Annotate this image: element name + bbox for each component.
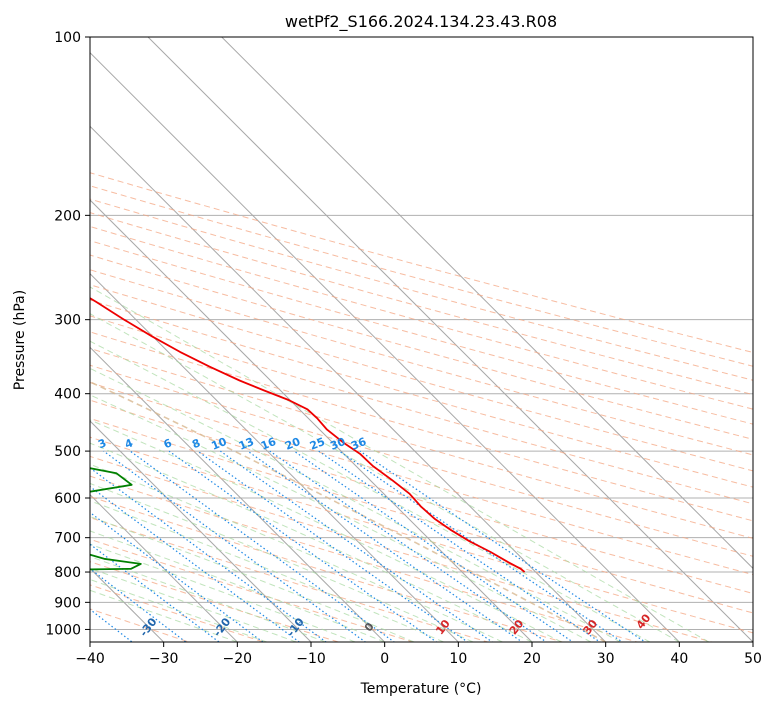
mixing-ratio-line: [90, 511, 264, 642]
series-layer: [90, 297, 526, 573]
moist-adiabat: [90, 543, 356, 642]
moist-adiabat: [90, 380, 607, 642]
mixing-ratio-line: [90, 485, 301, 642]
mixing-ratio-line: [247, 450, 524, 642]
x-tick-label: 0: [380, 651, 389, 667]
moist-adiabat: [90, 419, 562, 642]
dry-adiabat: [90, 475, 639, 642]
dry-adiabat: [90, 225, 753, 410]
moist-adiabat: [90, 340, 651, 642]
mixing-ratio-line: [90, 543, 220, 642]
dry-adiabat: [90, 331, 753, 522]
isotherm-line: [220, 37, 753, 570]
isotherm-line: [90, 272, 460, 642]
mixing-ratio-line: [318, 450, 601, 642]
temperature-line: [90, 297, 526, 573]
mixing-ratio-line: [168, 450, 438, 642]
moist-adiabat: [90, 286, 710, 642]
y-tick-label: 900: [54, 595, 81, 611]
x-tick-label: 50: [744, 651, 762, 667]
isotherm-line: [90, 125, 607, 642]
y-tick-label: 600: [54, 491, 81, 507]
mixing-ratio-label: 30: [328, 435, 347, 453]
moist-adiabat: [90, 367, 621, 642]
isotherm-line: [90, 346, 386, 642]
mixing-ratio-line: [220, 450, 494, 642]
plot-frame: [89, 36, 754, 643]
mixing-ratio-label: 13: [237, 435, 256, 453]
mixing-ratio-label: 8: [190, 436, 202, 451]
mixing-ratio-label: 36: [349, 435, 368, 453]
dry-adiabat: [90, 455, 714, 642]
mixing-ratio-label: 10: [210, 435, 229, 453]
mixing-ratio-line: [129, 450, 396, 642]
dry-adiabat: [90, 538, 415, 642]
moist-adiabat: [90, 482, 474, 642]
y-tick-label: 800: [54, 565, 81, 581]
isotherm-line: [90, 493, 239, 642]
mixing-ratio-line: [293, 450, 574, 642]
dry-adiabat: [90, 608, 191, 642]
x-tick-label: −20: [223, 651, 253, 667]
mixing-ratio-line: [338, 450, 624, 642]
isotherm-line: [147, 37, 753, 642]
dry-adiabat: [90, 198, 753, 381]
dry-adiabat: [90, 364, 753, 557]
moist-adiabat: [90, 442, 533, 642]
x-tick-label: 30: [597, 651, 615, 667]
y-tick-label: 500: [54, 444, 81, 460]
x-tick-label: −40: [75, 651, 105, 667]
y-tick-label: 300: [54, 313, 81, 329]
y-tick-label: 1000: [45, 622, 81, 638]
isotherm-line: [90, 420, 312, 642]
mixing-ratio-line: [359, 450, 647, 642]
dry-adiabat: [90, 347, 753, 539]
moist-adiabat: [90, 530, 385, 642]
moist-adiabat: [90, 556, 326, 642]
mixing-ratio-label: 16: [259, 435, 278, 453]
x-tick-label: 10: [449, 651, 467, 667]
mixing-ratio-label: 3: [96, 436, 108, 451]
dry-adiabat: [90, 172, 753, 353]
x-tick-label: −30: [149, 651, 179, 667]
dry-adiabat: [90, 436, 753, 634]
y-tick-label: 200: [54, 208, 81, 224]
chart-title: wetPf2_S166.2024.134.23.43.R08: [285, 12, 557, 32]
moist-adiabat: [90, 500, 444, 642]
y-axis-title: Pressure (hPa): [12, 290, 28, 390]
dry-adiabat: [90, 496, 565, 642]
mixing-ratio-label: 20: [283, 435, 302, 453]
dry-adiabat: [90, 254, 753, 440]
mixing-ratio-line: [90, 567, 187, 642]
axis-layer: −40 −30 −20 −10 0 10 20 30 40 50 100 200 300 400 500 60…: [45, 30, 762, 667]
mixing-ratio-line: [90, 608, 133, 642]
dry-adiabat: [90, 417, 753, 614]
x-axis-title: Temperature (°C): [360, 681, 482, 697]
moist-adiabat: [90, 567, 297, 642]
x-tick-label: 20: [523, 651, 541, 667]
mixing-ratio-label: 25: [308, 435, 327, 453]
mixing-ratio-line: [103, 450, 367, 642]
y-tick-label: 700: [54, 531, 81, 547]
y-tick-label: 400: [54, 387, 81, 403]
isopleth-labels: 0.10.20.40.611.52346810131620253036-100-…: [96, 435, 653, 639]
y-tick-label: 100: [54, 30, 81, 46]
isopleth-layer: [90, 172, 753, 642]
mixing-ratio-line: [269, 450, 548, 642]
x-tick-label: −10: [296, 651, 326, 667]
x-tick-label: 40: [670, 651, 688, 667]
isotherm-line: [90, 199, 533, 642]
dry-adiabat: [90, 561, 340, 642]
moist-adiabat: [90, 578, 267, 642]
grid-layer: [90, 37, 753, 642]
moist-adiabat: [90, 515, 415, 642]
